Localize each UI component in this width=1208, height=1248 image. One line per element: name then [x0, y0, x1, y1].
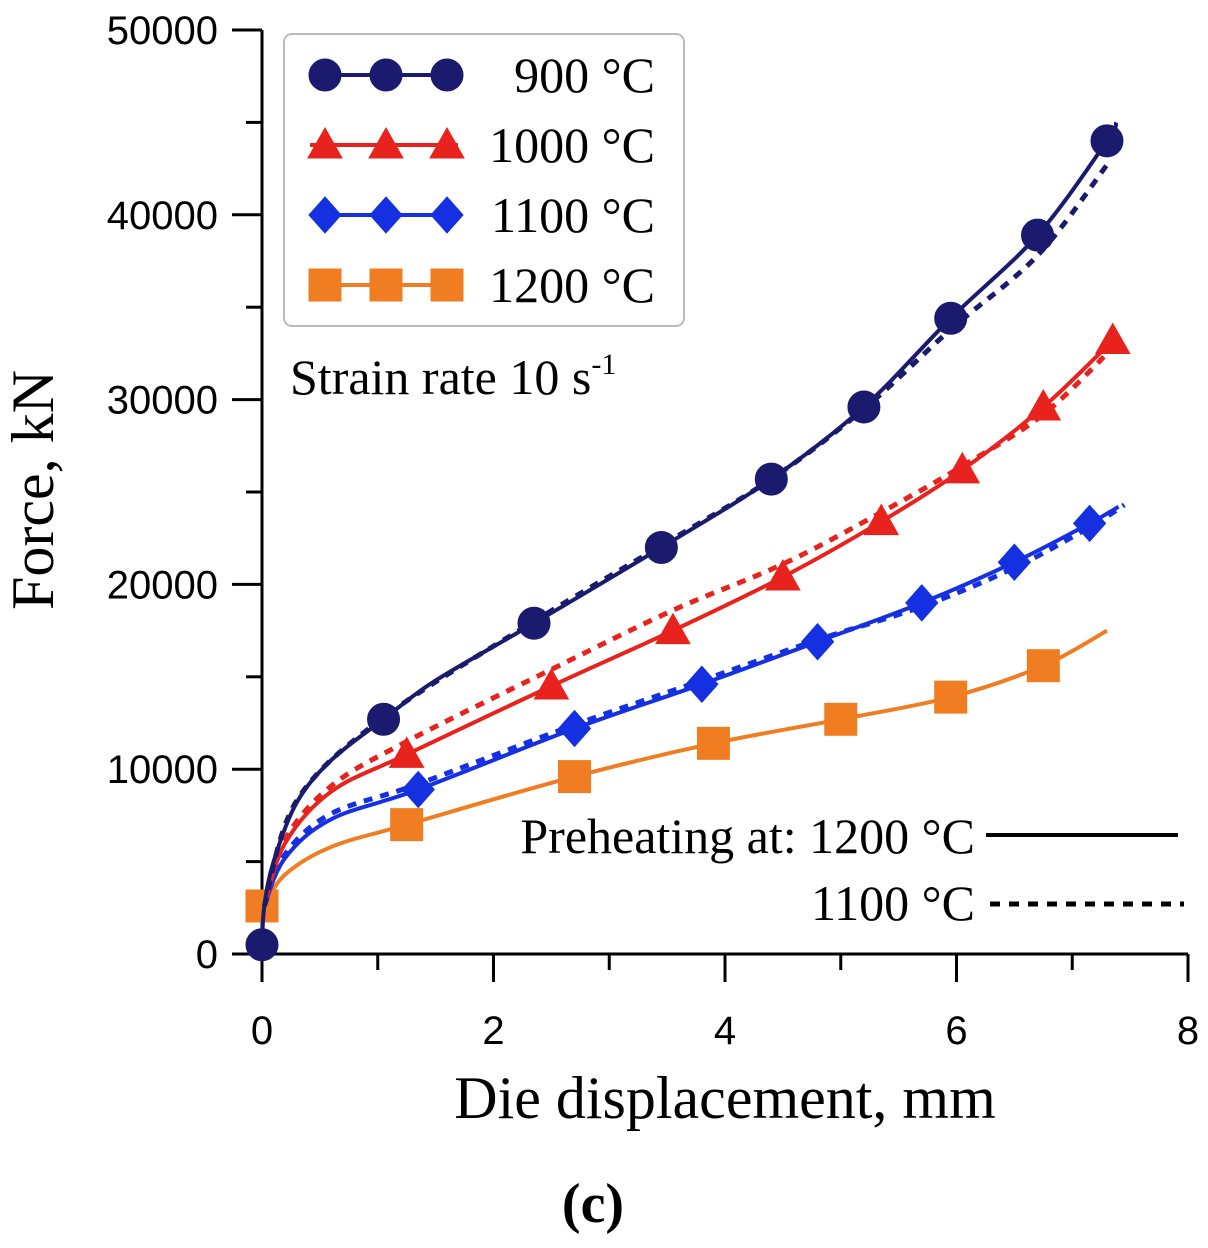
preheating-legend: Preheating at: 1200 °C 1100 °C — [520, 808, 1184, 931]
x-tick-label: 8 — [1177, 1009, 1199, 1053]
series-1100-marker — [997, 543, 1032, 581]
series-1100-marker — [685, 665, 719, 703]
x-tick-label: 2 — [482, 1009, 504, 1053]
series-900-marker — [1021, 218, 1055, 252]
series-1000-marker — [863, 503, 900, 536]
legend-label: 1100 °C — [491, 187, 655, 243]
legend-marker — [430, 268, 464, 302]
y-tick-label: 20000 — [107, 563, 218, 607]
x-axis-title: Die displacement, mm — [454, 1065, 996, 1131]
series-1100 — [261, 502, 1126, 907]
series-1100-marker — [905, 584, 939, 622]
y-tick-label: 30000 — [107, 379, 218, 423]
series-900 — [245, 121, 1124, 962]
series-1100-marker — [557, 709, 592, 748]
legend-marker — [368, 126, 404, 159]
legend-marker — [307, 126, 343, 159]
y-tick-label: 0 — [196, 933, 218, 977]
legend-marker — [430, 58, 464, 92]
series-1200-marker — [558, 760, 592, 794]
series-900-marker — [754, 462, 788, 496]
series-1000 — [261, 322, 1131, 907]
series-900-marker — [1090, 124, 1124, 158]
x-tick-label: 0 — [251, 1009, 273, 1053]
legend-label: 900 °C — [514, 47, 655, 103]
series-1200-marker — [934, 680, 968, 714]
panel-label: (c) — [562, 1173, 624, 1235]
x-tick-label: 4 — [714, 1009, 736, 1053]
series-1200 — [245, 628, 1108, 923]
series-900-marker — [517, 606, 551, 640]
legend-marker — [308, 196, 342, 234]
x-tick-label: 6 — [945, 1009, 967, 1053]
plot-area: 0 10000 20000 30000 40000 50000 0 2 4 6 8 — [107, 9, 1199, 1053]
legend-marker — [369, 268, 403, 302]
legend-box — [283, 33, 685, 327]
strain-rate-annotation: Strain rate 10 s-1 — [290, 348, 616, 405]
series-900-marker — [847, 390, 881, 424]
series-1000-marker — [1025, 388, 1062, 421]
y-axis-title: Force, kN — [0, 370, 66, 610]
series-900-marker — [245, 928, 279, 962]
legend-marker — [430, 196, 464, 234]
legend-entry-1100: 1100 °C — [308, 187, 655, 243]
legend-marker — [308, 58, 342, 92]
series-900-solid-line — [260, 121, 1119, 945]
legend-marker — [429, 126, 465, 159]
series-1200-marker — [696, 726, 730, 760]
legend-marker — [369, 196, 403, 234]
legend-entry-1200: 1200 °C — [308, 257, 655, 313]
preheating-1100-label: 1100 °C — [811, 875, 975, 931]
series-1100-marker — [800, 622, 835, 661]
y-tick-label: 10000 — [107, 748, 218, 792]
legend-marker — [369, 58, 403, 92]
series-1100-marker — [1072, 504, 1107, 543]
series-900-marker — [367, 702, 401, 736]
series-1200-solid-line — [262, 628, 1108, 908]
series-1000-marker — [533, 668, 570, 700]
legend-marker — [308, 268, 342, 302]
series-1000-marker — [1094, 322, 1131, 354]
legend: 900 °C 1000 °C 1100 °C 1200 °C — [283, 33, 685, 327]
series-1000-marker — [655, 612, 691, 645]
series-1200-marker — [824, 702, 858, 736]
y-tick-label: 40000 — [107, 194, 218, 238]
legend-entry-900: 900 °C — [308, 47, 655, 103]
preheating-1200-label: Preheating at: 1200 °C — [520, 808, 975, 864]
series-900-marker — [644, 530, 678, 564]
legend-label: 1000 °C — [489, 117, 655, 173]
series-1000-marker — [765, 558, 801, 591]
y-tick-label: 50000 — [107, 9, 218, 53]
strain-rate-superscript: -1 — [591, 348, 616, 381]
series-1000-marker — [388, 736, 425, 768]
series-1200-marker — [390, 808, 424, 842]
series-1100-marker — [401, 770, 435, 809]
legend-label: 1200 °C — [489, 257, 655, 313]
series-1200-marker — [1026, 649, 1060, 683]
series-1000-marker — [944, 451, 981, 484]
legend-entry-1000: 1000 °C — [307, 117, 655, 173]
series-900-marker — [934, 301, 968, 335]
strain-rate-text: Strain rate 10 s — [290, 349, 591, 405]
